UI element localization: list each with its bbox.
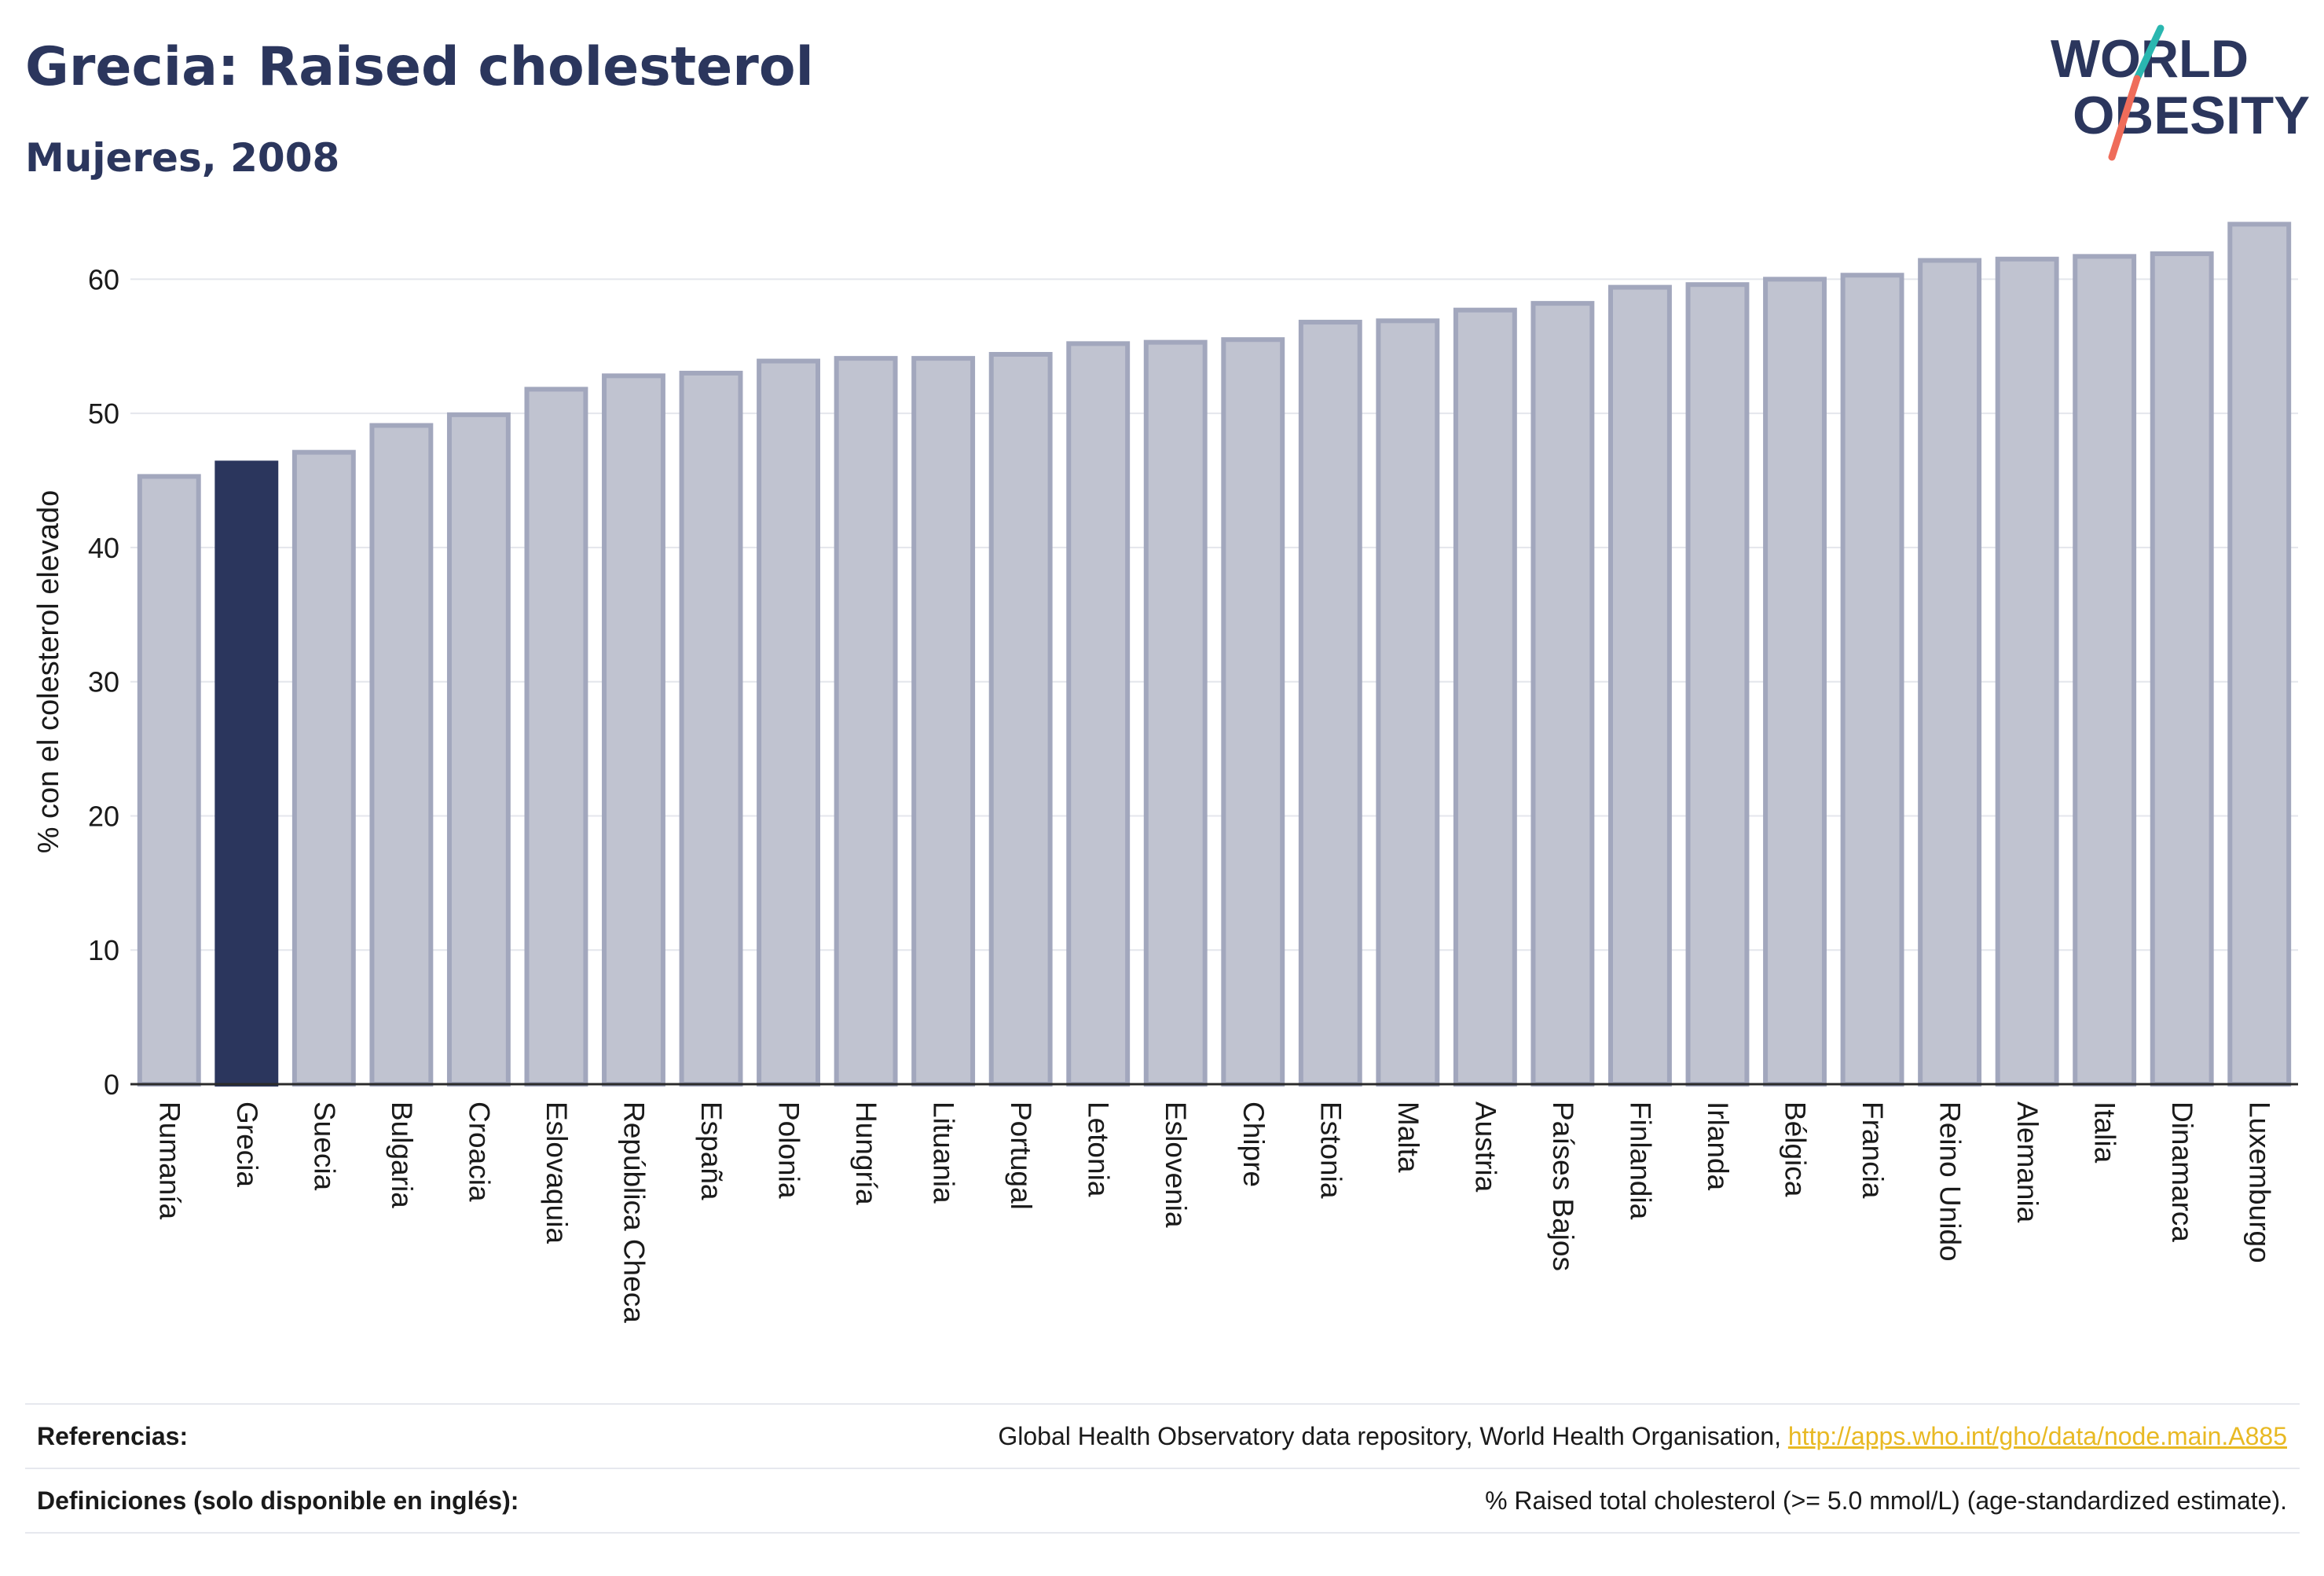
bar-austria[interactable] xyxy=(1453,307,1517,1087)
bars xyxy=(137,222,2292,1087)
x-tick-label: Eslovaquia xyxy=(541,1101,573,1244)
bar-república-checa[interactable] xyxy=(602,373,665,1087)
x-tick-label: Países Bajos xyxy=(1547,1101,1579,1271)
y-axis-ticks: 0 10 20 30 40 50 60 xyxy=(88,263,119,1101)
bar-alemania[interactable] xyxy=(1995,256,2059,1087)
references-row: Referencias: Global Health Observatory d… xyxy=(25,1403,2300,1468)
bar-malta[interactable] xyxy=(1376,318,1440,1087)
definitions-label: Definiciones (solo disponible en inglés)… xyxy=(37,1486,519,1515)
x-tick-label: España xyxy=(695,1101,728,1200)
x-tick-label: Grecia xyxy=(231,1101,263,1187)
x-tick-label: Dinamarca xyxy=(2166,1101,2198,1242)
bar-estonia[interactable] xyxy=(1298,320,1362,1087)
bar-eslovenia[interactable] xyxy=(1143,339,1208,1087)
y-tick-label: 30 xyxy=(88,666,119,698)
x-tick-label: Austria xyxy=(1469,1101,1501,1193)
x-tick-label: Italia xyxy=(2089,1101,2121,1164)
bar-italia[interactable] xyxy=(2073,254,2137,1087)
bar-lituania[interactable] xyxy=(911,356,976,1087)
x-tick-label: Francia xyxy=(1857,1101,1889,1199)
x-tick-label: Polonia xyxy=(773,1101,805,1199)
bar-grecia[interactable] xyxy=(214,460,279,1087)
bar-bélgica[interactable] xyxy=(1763,277,1827,1087)
x-tick-label: Letonia xyxy=(1083,1101,1115,1197)
footer-divider xyxy=(25,1532,2300,1534)
chart-subtitle: Mujeres, 2008 xyxy=(25,135,340,181)
bar-chart: 0 10 20 30 40 50 60 Rumanía Grecia Suecia Bulgari… xyxy=(32,222,2298,1323)
x-tick-label: Rumanía xyxy=(153,1101,185,1220)
bar-luxemburgo[interactable] xyxy=(2227,222,2292,1087)
bar-chipre[interactable] xyxy=(1221,337,1285,1087)
y-tick-label: 20 xyxy=(88,800,119,832)
world-obesity-logo: WORLD OBESITY xyxy=(2051,24,2310,161)
bar-francia[interactable] xyxy=(1840,273,1904,1087)
bar-bulgaria[interactable] xyxy=(369,423,434,1087)
references-link[interactable]: http://apps.who.int/gho/data/node.main.A… xyxy=(1787,1422,2287,1450)
y-tick-label: 10 xyxy=(88,934,119,966)
x-tick-label: Suecia xyxy=(308,1101,340,1191)
x-tick-label: Portugal xyxy=(1005,1101,1037,1210)
bar-dinamarca[interactable] xyxy=(2150,251,2214,1087)
y-tick-label: 50 xyxy=(88,398,119,430)
bar-reino-unido[interactable] xyxy=(1918,258,1982,1087)
bar-finlandia[interactable] xyxy=(1608,284,1672,1087)
x-tick-label: Croacia xyxy=(463,1101,495,1202)
references-value: Global Health Observatory data repositor… xyxy=(998,1422,2287,1451)
definitions-text: % Raised total cholesterol (>= 5.0 mmol/… xyxy=(1485,1486,2287,1515)
logo-line2: OBESITY xyxy=(2073,86,2310,145)
y-tick-label: 0 xyxy=(104,1068,119,1101)
bar-hungría[interactable] xyxy=(834,356,898,1087)
x-tick-label: Chipre xyxy=(1237,1101,1270,1187)
bar-portugal[interactable] xyxy=(988,352,1053,1087)
x-tick-label: Lituania xyxy=(928,1101,960,1204)
bar-polonia[interactable] xyxy=(757,358,820,1087)
x-tick-label: Hungría xyxy=(850,1101,882,1205)
bar-países-bajos[interactable] xyxy=(1530,301,1595,1087)
bar-rumanía[interactable] xyxy=(137,474,201,1087)
x-tick-label: Luxemburgo xyxy=(2244,1101,2276,1263)
bar-eslovaquia[interactable] xyxy=(524,387,588,1087)
x-tick-label: Eslovenia xyxy=(1160,1101,1192,1228)
references-label: Referencias: xyxy=(37,1422,189,1450)
x-tick-label: República Checa xyxy=(618,1101,650,1323)
x-tick-label: Estonia xyxy=(1314,1101,1347,1199)
x-tick-label: Reino Unido xyxy=(1934,1101,1967,1262)
bar-irlanda[interactable] xyxy=(1685,282,1750,1087)
y-tick-label: 60 xyxy=(88,263,119,295)
x-tick-label: Bélgica xyxy=(1780,1101,1812,1197)
definitions-row: Definiciones (solo disponible en inglés)… xyxy=(25,1468,2300,1532)
x-tick-label: Bulgaria xyxy=(386,1101,418,1208)
x-tick-label: Irlanda xyxy=(1702,1101,1734,1191)
bar-españa[interactable] xyxy=(679,370,743,1087)
x-tick-label: Finlandia xyxy=(1624,1101,1656,1220)
bar-letonia[interactable] xyxy=(1066,341,1131,1087)
x-axis-labels: Rumanía Grecia Suecia Bulgaria Croacia Eslova… xyxy=(153,1101,2275,1323)
chart-title: Grecia: Raised cholesterol xyxy=(25,36,814,98)
x-tick-label: Malta xyxy=(1392,1101,1424,1173)
bar-suecia[interactable] xyxy=(291,449,356,1087)
bar-croacia[interactable] xyxy=(446,412,511,1087)
y-tick-label: 40 xyxy=(88,532,119,564)
logo-slash-coral xyxy=(2108,75,2141,161)
logo-slash-teal xyxy=(2133,24,2165,82)
references-text: Global Health Observatory data repositor… xyxy=(998,1422,1788,1450)
y-axis-label: % con el colesterol elevado xyxy=(32,490,65,854)
x-tick-label: Alemania xyxy=(2011,1101,2044,1223)
